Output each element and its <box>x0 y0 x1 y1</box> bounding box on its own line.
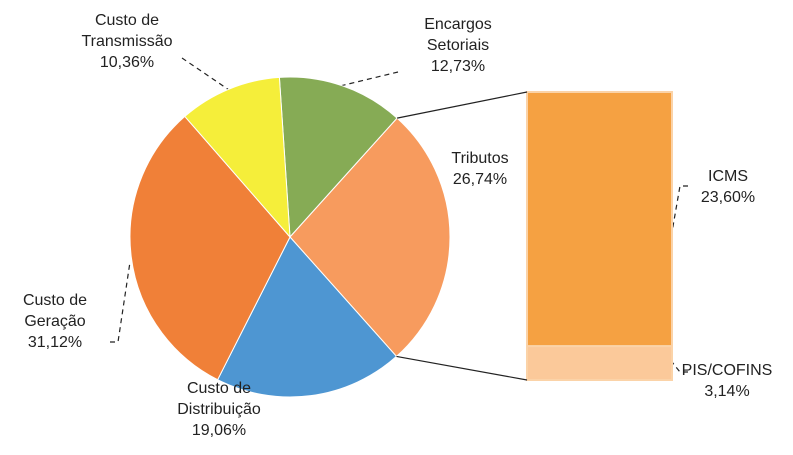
slice-label: Custo de Distribuição 19,06% <box>164 378 274 441</box>
leader-line <box>671 185 688 233</box>
slice-name: Custo de Transmissão <box>81 12 173 50</box>
pie-slice <box>184 76 291 239</box>
leader-line <box>671 361 688 373</box>
slice-name: Tributos <box>451 150 509 167</box>
slice-value: 12,73% <box>430 58 486 75</box>
pie-slice <box>129 115 291 381</box>
slice-name: Custo de Geração <box>22 292 88 330</box>
slice-name: Custo de Distribuição <box>177 380 261 418</box>
bar-name: ICMS <box>708 168 748 185</box>
slice-label: Tributos 26,74% <box>435 148 525 190</box>
bar-name: PIS/COFINS <box>681 362 773 379</box>
slice-value: 10,36% <box>99 54 155 71</box>
slice-value: 31,12% <box>27 334 83 351</box>
pie-slice <box>289 117 451 358</box>
pie-slice <box>216 236 398 398</box>
pie-slice <box>278 76 398 239</box>
slice-label: Encargos Setoriais 12,73% <box>413 14 503 77</box>
slice-value: 19,06% <box>191 422 247 439</box>
slice-value: 26,74% <box>452 171 508 188</box>
bar-value: 3,14% <box>704 383 750 400</box>
connector-line <box>396 91 528 119</box>
slice-label: Custo de Transmissão 10,36% <box>77 10 177 73</box>
bar-segment <box>526 345 673 381</box>
bar-label: ICMS 23,60% <box>683 166 773 208</box>
bar-label: PIS/COFINS 3,14% <box>672 360 782 402</box>
slice-label: Custo de Geração 31,12% <box>10 290 100 353</box>
bar-segment <box>526 91 673 348</box>
leader-line <box>339 71 399 87</box>
leader-line <box>110 261 131 343</box>
leader-line <box>181 57 233 93</box>
bar-value: 23,60% <box>700 189 756 206</box>
connector-line <box>396 355 528 381</box>
slice-name: Encargos Setoriais <box>424 16 492 54</box>
